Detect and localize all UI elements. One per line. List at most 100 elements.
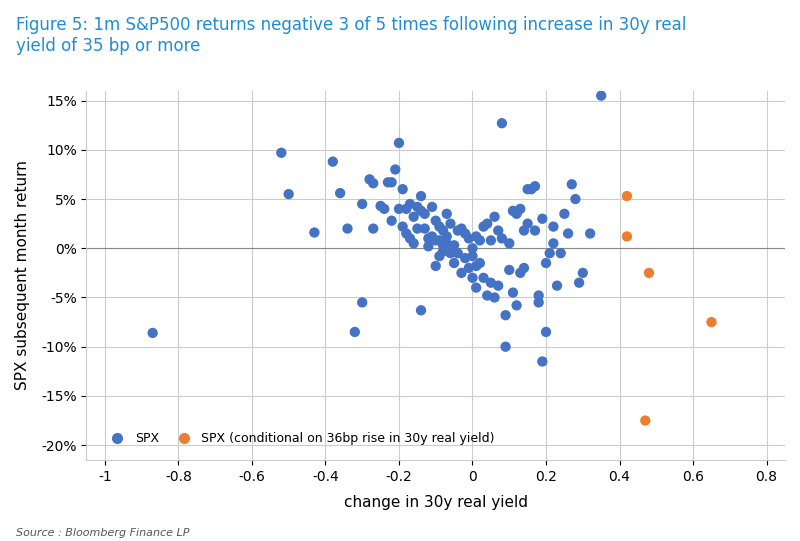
Point xyxy=(437,247,450,255)
Point xyxy=(308,228,321,237)
Point xyxy=(485,279,498,287)
Point xyxy=(414,207,427,215)
Point xyxy=(389,165,402,174)
Point xyxy=(481,219,494,228)
Point xyxy=(440,209,453,218)
Point xyxy=(418,225,431,233)
Point xyxy=(474,236,486,245)
Point xyxy=(639,416,652,425)
Point xyxy=(448,241,461,249)
Point xyxy=(400,229,413,238)
Point xyxy=(440,232,453,241)
Point xyxy=(374,202,387,210)
Point xyxy=(532,298,545,307)
Point xyxy=(341,225,354,233)
Point xyxy=(422,234,434,243)
Point xyxy=(414,306,427,315)
Point xyxy=(386,216,398,225)
Point xyxy=(550,281,563,290)
Point xyxy=(536,357,549,366)
Point xyxy=(407,239,420,248)
Point xyxy=(363,175,376,184)
Point xyxy=(422,242,434,250)
Point xyxy=(529,226,542,235)
Point xyxy=(455,225,468,233)
Point xyxy=(474,259,486,267)
Point xyxy=(488,213,501,221)
Point xyxy=(514,204,526,213)
Point xyxy=(569,195,582,203)
Point xyxy=(334,189,346,197)
Point xyxy=(426,202,438,211)
Point xyxy=(386,178,398,187)
Point xyxy=(326,157,339,166)
Point xyxy=(378,204,390,213)
Point xyxy=(282,190,295,199)
Point xyxy=(576,268,589,277)
Text: Figure 5: 1m S&P500 returns negative 3 of 5 times following increase in 30y real: Figure 5: 1m S&P500 returns negative 3 o… xyxy=(16,16,686,55)
Point xyxy=(403,200,416,208)
Point xyxy=(547,222,560,231)
Point xyxy=(451,226,464,235)
Point xyxy=(621,192,634,200)
Point xyxy=(411,225,424,233)
Point xyxy=(367,225,380,233)
Point xyxy=(503,239,516,248)
Point xyxy=(430,262,442,270)
Point xyxy=(466,273,479,282)
Point xyxy=(562,229,574,238)
Point xyxy=(547,239,560,248)
Point xyxy=(466,252,479,260)
Point xyxy=(554,249,567,258)
Point xyxy=(458,229,471,238)
Point xyxy=(522,219,534,228)
Point xyxy=(594,91,607,100)
Point xyxy=(437,226,450,235)
Point xyxy=(356,298,369,307)
Point xyxy=(584,229,597,238)
Point xyxy=(407,213,420,221)
Point xyxy=(356,200,369,208)
Y-axis label: SPX subsequent month return: SPX subsequent month return xyxy=(15,160,30,390)
Point xyxy=(525,185,538,194)
Point xyxy=(466,244,479,253)
Point xyxy=(462,234,475,243)
Point xyxy=(444,249,457,258)
Point xyxy=(400,204,413,213)
Point xyxy=(448,259,461,267)
Point xyxy=(458,254,471,262)
Point xyxy=(621,232,634,241)
Point xyxy=(499,342,512,351)
Point xyxy=(518,226,530,235)
Point xyxy=(437,241,450,249)
Point xyxy=(503,266,516,274)
Point xyxy=(522,185,534,194)
Point xyxy=(540,328,553,337)
Point xyxy=(485,236,498,245)
Point xyxy=(367,179,380,188)
Point xyxy=(532,291,545,300)
Point xyxy=(518,263,530,272)
Point xyxy=(444,219,457,228)
Point xyxy=(403,234,416,243)
Point xyxy=(499,311,512,320)
Point xyxy=(426,232,438,241)
Point xyxy=(506,288,519,297)
Point xyxy=(540,259,553,267)
Point xyxy=(393,204,406,213)
Point xyxy=(433,222,446,231)
Legend: SPX, SPX (conditional on 36bp rise in 30y real yield): SPX, SPX (conditional on 36bp rise in 30… xyxy=(100,427,500,450)
Point xyxy=(470,262,482,270)
Point xyxy=(642,268,655,277)
Point xyxy=(492,281,505,290)
Point xyxy=(411,202,424,211)
Point xyxy=(382,178,394,187)
Point xyxy=(566,180,578,189)
Point xyxy=(430,216,442,225)
Point xyxy=(349,328,362,337)
Point xyxy=(433,236,446,245)
Point xyxy=(470,283,482,292)
Point xyxy=(558,209,571,218)
X-axis label: change in 30y real yield: change in 30y real yield xyxy=(344,495,528,510)
Point xyxy=(488,293,501,302)
